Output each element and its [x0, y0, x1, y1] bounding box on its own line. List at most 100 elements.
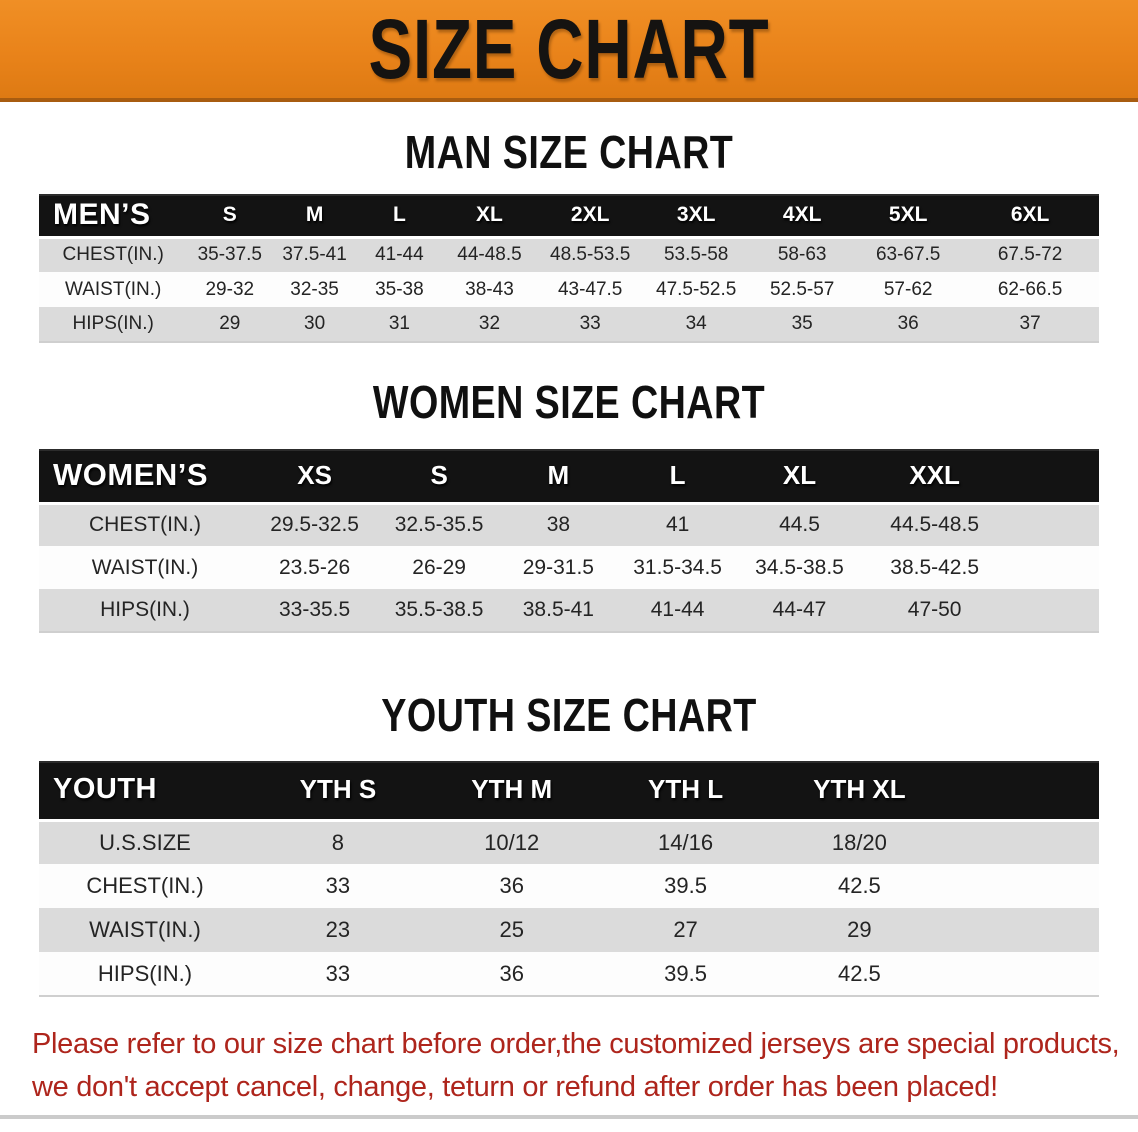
men-col-header-0: S	[187, 194, 273, 239]
size-value: 41	[616, 503, 739, 546]
size-value: 53.5-58	[643, 237, 750, 272]
banner-title: SIZE CHART	[368, 2, 770, 96]
table-row: WAIST(IN.) 29-32 32-35 35-38 38-43 43-47.5 47.…	[39, 272, 1099, 307]
size-value: 36	[424, 864, 599, 908]
men-section-heading: MAN SIZE CHART	[404, 126, 734, 178]
youth-col-header-1: YTH M	[424, 761, 599, 822]
women-size-table: WOMEN’S XS S M L XL XXL CHEST(IN.) 29.5-32.5 32.5…	[39, 449, 1099, 633]
women-header-row: WOMEN’S XS S M L XL XXL	[39, 449, 1099, 505]
size-value: 33-35.5	[251, 589, 379, 632]
women-section-heading: WOMEN SIZE CHART	[372, 376, 766, 428]
size-value: 31.5-34.5	[616, 546, 739, 589]
size-value: 18/20	[772, 820, 947, 864]
size-value: 35.5-38.5	[378, 589, 501, 632]
row-label: WAIST(IN.)	[39, 908, 251, 952]
row-label: HIPS(IN.)	[39, 952, 251, 996]
size-value: 43-47.5	[537, 272, 644, 307]
youth-col-header-0: YTH S	[250, 761, 425, 822]
size-value: 52.5-57	[749, 272, 856, 307]
youth-corner-label: YOUTH	[39, 761, 251, 822]
youth-col-header-2: YTH L	[598, 761, 773, 822]
women-size-section: WOMEN SIZE CHART WOMEN’S XS S M L XL XXL CHEST(…	[0, 376, 1138, 633]
size-value: 58-63	[749, 237, 856, 272]
size-value: 38	[500, 503, 617, 546]
table-row: HIPS(IN.) 33-35.5 35.5-38.5 38.5-41 41-44 44-…	[39, 589, 1099, 632]
size-value: 30	[272, 307, 357, 342]
size-value: 37.5-41	[272, 237, 357, 272]
table-row: WAIST(IN.) 23.5-26 26-29 29-31.5 31.5-34.5 34…	[39, 546, 1099, 589]
row-spacer	[946, 864, 1099, 908]
size-value: 23	[250, 908, 425, 952]
men-corner-label: MEN’S	[39, 194, 188, 239]
header-spacer	[1008, 449, 1099, 505]
size-value: 29-31.5	[500, 546, 617, 589]
row-spacer	[1008, 503, 1099, 546]
men-col-header-4: 2XL	[537, 194, 644, 239]
men-col-header-7: 5XL	[855, 194, 962, 239]
size-value: 33	[250, 864, 425, 908]
size-value: 31	[356, 307, 442, 342]
size-value: 29.5-32.5	[251, 503, 379, 546]
table-row: CHEST(IN.) 35-37.5 37.5-41 41-44 44-48.5 48.5…	[39, 237, 1099, 272]
women-col-header-2: M	[500, 449, 617, 505]
youth-section-heading: YOUTH SIZE CHART	[381, 689, 757, 741]
size-value: 41-44	[616, 589, 739, 632]
table-row: HIPS(IN.) 33 36 39.5 42.5	[39, 952, 1099, 996]
men-size-section: MAN SIZE CHART MEN’S S M L XL 2XL 3XL 4XL 5XL 6XL…	[0, 102, 1138, 343]
table-row: U.S.SIZE 8 10/12 14/16 18/20	[39, 820, 1099, 864]
women-col-header-1: S	[378, 449, 501, 505]
size-value: 38-43	[441, 272, 538, 307]
table-row: CHEST(IN.) 29.5-32.5 32.5-35.5 38 41 44.5 44.5…	[39, 503, 1099, 546]
men-header-row: MEN’S S M L XL 2XL 3XL 4XL 5XL 6XL	[39, 194, 1099, 239]
size-value: 25	[424, 908, 599, 952]
size-value: 8	[250, 820, 425, 864]
size-value: 57-62	[855, 272, 962, 307]
size-value: 34.5-38.5	[738, 546, 861, 589]
size-value: 38.5-41	[500, 589, 617, 632]
header-spacer	[946, 761, 1099, 822]
size-value: 35-37.5	[187, 237, 273, 272]
table-row: WAIST(IN.) 23 25 27 29	[39, 908, 1099, 952]
size-value: 32.5-35.5	[378, 503, 501, 546]
women-col-header-3: L	[616, 449, 739, 505]
size-value: 29-32	[187, 272, 273, 307]
men-col-header-1: M	[272, 194, 357, 239]
youth-col-header-3: YTH XL	[772, 761, 947, 822]
youth-size-section: YOUTH SIZE CHART YOUTH YTH S YTH M YTH L YTH…	[0, 689, 1138, 997]
table-row: CHEST(IN.) 33 36 39.5 42.5	[39, 864, 1099, 908]
size-value: 47-50	[860, 589, 1009, 632]
size-value: 67.5-72	[961, 237, 1099, 272]
row-label: WAIST(IN.)	[39, 272, 188, 307]
size-value: 41-44	[356, 237, 442, 272]
size-value: 42.5	[772, 952, 947, 996]
size-value: 39.5	[598, 864, 773, 908]
men-col-header-6: 4XL	[749, 194, 856, 239]
size-value: 44-48.5	[441, 237, 538, 272]
size-value: 62-66.5	[961, 272, 1099, 307]
size-value: 37	[961, 307, 1099, 342]
row-label: U.S.SIZE	[39, 820, 251, 864]
size-value: 27	[598, 908, 773, 952]
size-value: 36	[855, 307, 962, 342]
size-value: 33	[537, 307, 644, 342]
youth-header-row: YOUTH YTH S YTH M YTH L YTH XL	[39, 761, 1099, 822]
row-spacer	[1008, 589, 1099, 632]
size-value: 44-47	[738, 589, 861, 632]
size-value: 14/16	[598, 820, 773, 864]
women-col-header-5: XXL	[860, 449, 1009, 505]
men-col-header-2: L	[356, 194, 442, 239]
size-value: 36	[424, 952, 599, 996]
row-spacer	[946, 820, 1099, 864]
size-value: 35-38	[356, 272, 442, 307]
size-value: 63-67.5	[855, 237, 962, 272]
size-chart-banner: SIZE CHART	[0, 0, 1138, 102]
size-value: 32	[441, 307, 538, 342]
youth-size-table: YOUTH YTH S YTH M YTH L YTH XL U.S.SIZE 8 10/12…	[39, 761, 1099, 997]
row-spacer	[1008, 546, 1099, 589]
women-col-header-0: XS	[251, 449, 379, 505]
men-col-header-5: 3XL	[643, 194, 750, 239]
size-value: 44.5-48.5	[860, 503, 1009, 546]
disclaimer-line-2: we don't accept cancel, change, teturn o…	[32, 1071, 998, 1103]
women-corner-label: WOMEN’S	[39, 449, 251, 505]
size-value: 34	[643, 307, 750, 342]
